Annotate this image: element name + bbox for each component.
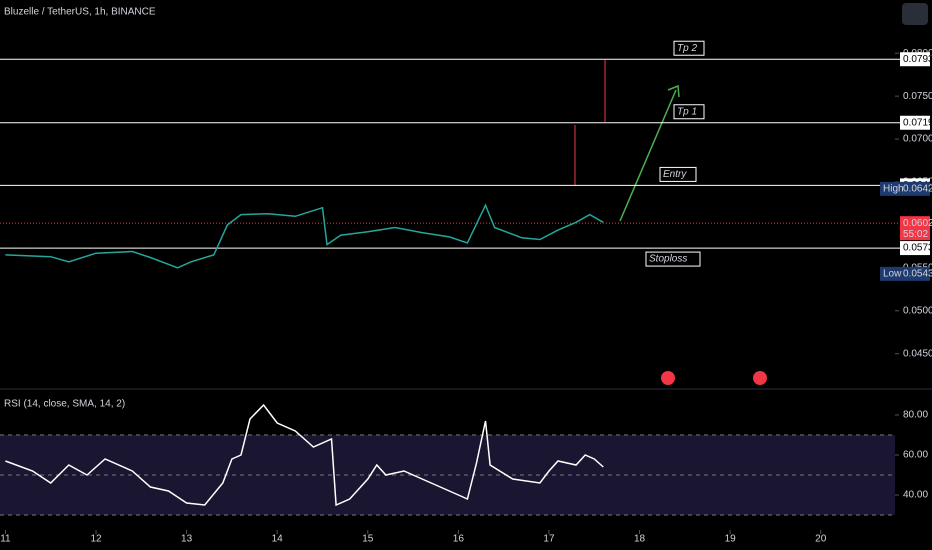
menu-button[interactable] (902, 3, 928, 25)
level-label: Tp 1 (677, 106, 697, 117)
price-tag-label: 0.0793 (903, 54, 932, 65)
last-tag (900, 216, 930, 241)
y-tick-label: 0.0700 (903, 134, 932, 145)
y-tick-label: 80.00 (903, 410, 928, 421)
y-tick-label: 40.00 (903, 490, 928, 501)
level-tag (673, 40, 705, 56)
level-tag (645, 251, 701, 267)
projection-arrow (619, 89, 677, 222)
price-tag (900, 52, 930, 67)
chart-title: Bluzelle / TetherUS, 1h, BINANCE (4, 7, 156, 18)
x-tick-label: 18 (634, 534, 646, 545)
price-tag-label: 0.0719 (903, 117, 932, 128)
x-tick-label: 12 (90, 534, 102, 545)
y-tick-label: 0.0500 (903, 305, 932, 316)
high-tag (880, 181, 930, 196)
x-tick-label: 15 (362, 534, 374, 545)
x-tick-label: 11 (0, 534, 11, 545)
x-tick-label: 14 (272, 534, 284, 545)
event-icon[interactable] (661, 371, 675, 385)
low-tag (880, 266, 930, 281)
level-label: Tp 2 (677, 43, 697, 54)
high-label: High (883, 183, 904, 194)
level-tag (673, 104, 705, 120)
level-label: Entry (663, 169, 687, 180)
price-tag-label: 0.0573 (903, 243, 932, 254)
price-tag (900, 241, 930, 256)
y-tick-label: 60.00 (903, 450, 928, 461)
low-label: Low (883, 268, 902, 279)
x-tick-label: 16 (453, 534, 465, 545)
low-value: 0.0543 (903, 268, 932, 279)
series-line (5, 403, 604, 507)
series-line (5, 203, 604, 269)
y-tick-label: 0.0750 (903, 91, 932, 102)
arrow-head (667, 84, 680, 98)
price-tag (900, 115, 930, 130)
last-value: 0.0602 (903, 218, 932, 229)
y-tick-label: 0.0450 (903, 348, 932, 359)
x-tick-label: 19 (725, 534, 737, 545)
countdown: 55:02 (903, 229, 928, 240)
high-value: 0.0642 (903, 183, 932, 194)
level-label: Stoploss (649, 254, 687, 265)
x-tick-label: 13 (181, 534, 193, 545)
indicator-title: RSI (14, close, SMA, 14, 2) (4, 399, 125, 410)
x-tick-label: 17 (543, 534, 555, 545)
x-tick-label: 20 (815, 534, 827, 545)
level-tag (659, 166, 697, 182)
event-icon[interactable] (753, 371, 767, 385)
